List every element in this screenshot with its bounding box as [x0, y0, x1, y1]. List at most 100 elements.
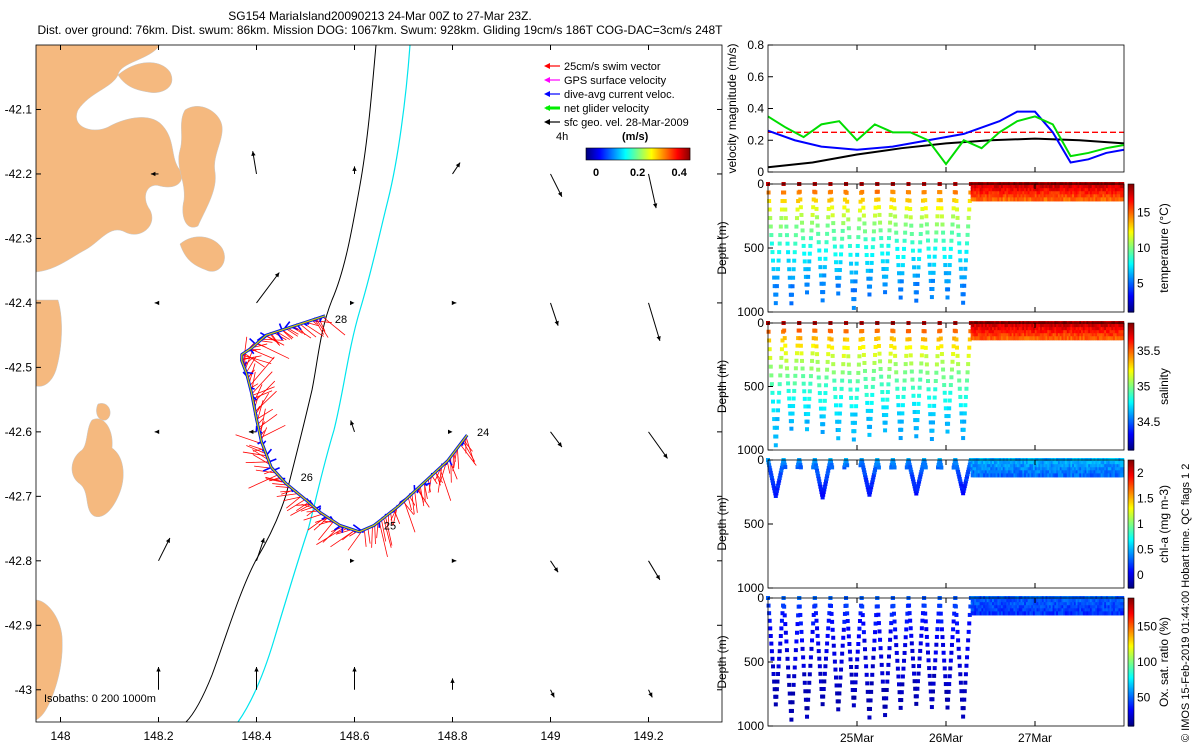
section-dot: [1038, 605, 1043, 610]
section-dot: [1043, 333, 1048, 338]
colorbar-cell: [682, 148, 684, 160]
section-dot: [977, 330, 982, 335]
section-dot: [779, 355, 784, 360]
section-dot: [1095, 599, 1100, 604]
section-dot: [1009, 197, 1014, 202]
section-dot: [781, 182, 786, 186]
section-dot: [837, 268, 842, 273]
section-dot: [1070, 599, 1075, 604]
section-dot: [840, 370, 845, 375]
section-dot: [1034, 182, 1039, 186]
section-dot: [995, 327, 1000, 332]
section-dot: [874, 613, 879, 618]
section-dot: [906, 321, 911, 325]
section-dot: [1022, 330, 1027, 335]
section-dot: [1054, 470, 1059, 475]
section-dot: [776, 399, 781, 404]
section-dot: [908, 353, 913, 358]
section-dot: [769, 641, 774, 646]
section-dot: [1018, 330, 1023, 335]
section-dot: [869, 689, 874, 694]
section-dot: [917, 393, 922, 398]
x-tick-label: 148.2: [143, 729, 173, 743]
section-dot: [839, 244, 844, 249]
section-dot: [935, 354, 940, 359]
section-dot: [1066, 596, 1071, 600]
section-dot: [1008, 324, 1013, 329]
temperature-colorbar-cell: [1128, 259, 1134, 262]
section-dot: [966, 469, 971, 474]
section-dot: [1031, 182, 1036, 186]
section-dot: [1082, 321, 1087, 325]
section-dot: [951, 619, 956, 624]
section-dot: [1059, 599, 1064, 604]
section-dot: [1116, 599, 1121, 604]
colorbar-cell: [598, 148, 600, 160]
section-dot: [1040, 194, 1045, 199]
section-dot: [986, 467, 991, 472]
section-dot: [856, 370, 861, 375]
salinity-colorbar-cell: [1128, 405, 1134, 408]
section-dot: [801, 663, 806, 668]
section-dot: [972, 458, 977, 462]
section-dot: [773, 301, 778, 306]
temperature-colorbar-cell: [1128, 223, 1134, 226]
section-dot: [1109, 464, 1114, 469]
oxygen-colorbar-cell: [1128, 704, 1134, 707]
salinity-colorbar-cell: [1128, 386, 1134, 389]
section-dot: [787, 267, 792, 272]
chla-colorbar-cell: [1128, 474, 1134, 476]
section-dot: [1089, 470, 1094, 475]
swim-vector: [462, 439, 473, 452]
section-dot: [983, 333, 988, 338]
section-dot: [1105, 602, 1110, 607]
section-dot: [903, 230, 908, 235]
legend-swatch-head: [544, 105, 550, 111]
colorbar-cell: [678, 148, 680, 160]
section-dot: [938, 336, 943, 341]
section-dot: [778, 633, 783, 638]
section-dot: [822, 406, 827, 411]
geo-vector-head: [254, 666, 259, 672]
section-dot: [1047, 182, 1052, 186]
y-tick-label: -42.3: [5, 231, 33, 245]
section-dot: [1043, 188, 1048, 193]
section-dot: [1038, 185, 1043, 190]
section-dot: [831, 370, 836, 375]
section-dot: [1049, 470, 1054, 475]
section-dot: [769, 475, 774, 480]
section-dot: [912, 481, 917, 486]
temperature-section: [766, 182, 1125, 310]
section-dot: [1056, 188, 1061, 193]
section-dot: [794, 351, 799, 356]
section-dot: [1059, 470, 1064, 475]
temperature-colorbar-cell: [1128, 282, 1134, 285]
section-dot: [1000, 599, 1005, 604]
section-dot: [1065, 336, 1070, 341]
section-dot: [1038, 336, 1043, 341]
section-dot: [811, 336, 816, 341]
section-dot: [1020, 608, 1025, 613]
section-dot: [843, 189, 848, 194]
section-dot: [1033, 191, 1037, 196]
colorbar-cell: [609, 148, 611, 160]
section-dot: [1113, 194, 1118, 199]
section-dot: [1033, 185, 1037, 190]
section-dot: [917, 477, 922, 482]
section-dot: [1056, 191, 1061, 196]
legend-label: 25cm/s swim vector: [564, 61, 661, 73]
section-dot: [1008, 330, 1013, 335]
section-dot: [990, 330, 995, 335]
section-dot: [1038, 321, 1043, 325]
section-dot: [926, 658, 931, 663]
section-dot: [1004, 321, 1009, 325]
section-dot: [861, 630, 866, 635]
section-dot: [938, 198, 943, 203]
section-dot: [1070, 188, 1075, 193]
swim-vector: [249, 356, 275, 387]
section-dot: [984, 611, 989, 616]
section-dot: [800, 358, 805, 363]
section-dot: [1008, 461, 1013, 466]
section-dot: [988, 605, 993, 610]
salinity-colorbar-cell: [1128, 436, 1134, 438]
